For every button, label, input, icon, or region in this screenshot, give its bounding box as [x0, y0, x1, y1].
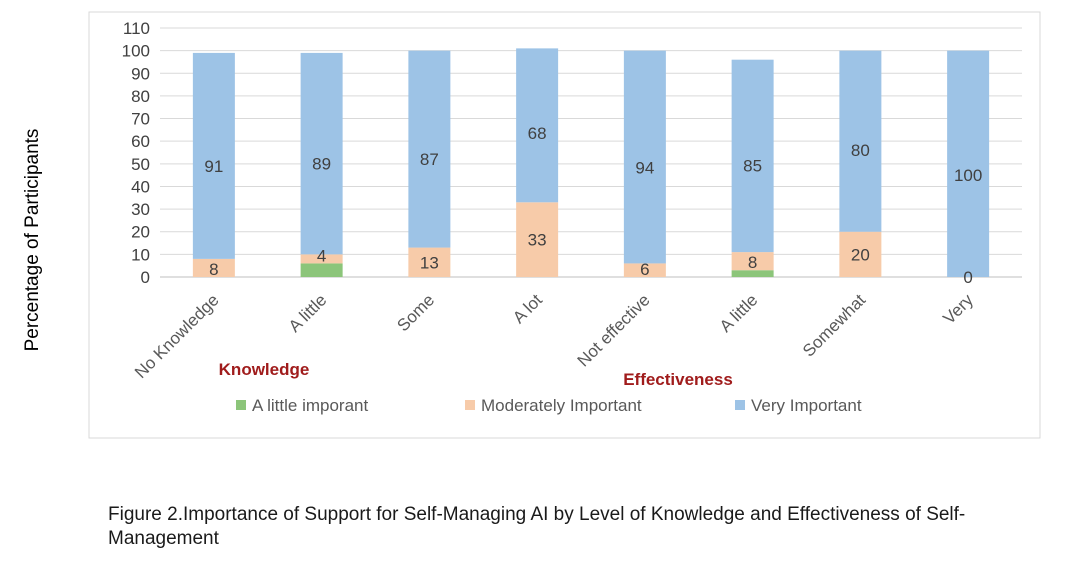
legend-swatch	[236, 400, 246, 410]
bar-segment	[192, 52, 235, 259]
y-tick-label: 100	[122, 42, 150, 61]
group-label: Effectiveness	[623, 370, 733, 389]
data-label: 100	[954, 166, 982, 185]
bar-segment	[408, 50, 451, 248]
y-tick-label: 20	[131, 223, 150, 242]
bar-segment	[516, 48, 559, 203]
data-label: 13	[420, 253, 439, 272]
y-tick-label: 0	[141, 268, 150, 287]
bar-segment	[300, 263, 343, 277]
y-tick-label: 10	[131, 245, 150, 264]
legend-swatch	[465, 400, 475, 410]
figure-caption: Figure 2.Importance of Support for Self-…	[108, 504, 966, 549]
y-axis-title: Percentage of Participants	[22, 129, 43, 352]
bar-segment	[731, 252, 774, 271]
y-tick-label: 80	[131, 87, 150, 106]
data-label: 6	[640, 260, 649, 279]
bar-segment	[300, 52, 343, 255]
data-label: 20	[851, 245, 870, 264]
bar-segment	[839, 231, 882, 277]
group-labels: Knowledge Effectiveness	[219, 360, 733, 389]
y-tick-label: 90	[131, 64, 150, 83]
bar-segment	[623, 263, 666, 277]
bar-segment	[192, 258, 235, 277]
legend-swatch	[735, 400, 745, 410]
legend: A little imporant Moderately Important Ver…	[236, 396, 862, 415]
data-label: 94	[635, 159, 654, 178]
chart-frame	[88, 11, 1041, 439]
bar-segment	[408, 247, 451, 277]
bar-segment	[731, 59, 774, 253]
data-label: 87	[420, 150, 439, 169]
bar-segment	[947, 50, 990, 277]
legend-label: A little imporant	[252, 396, 368, 415]
data-label: 8	[748, 253, 757, 272]
y-tick-label: 40	[131, 177, 150, 196]
data-label: 4	[317, 246, 326, 265]
y-tick-label: 50	[131, 155, 150, 174]
y-tick-label: 70	[131, 110, 150, 129]
y-axis-ticks: 0 10 20 30 40 50 60 70 80 90 100 110	[122, 19, 150, 287]
data-label: 0	[963, 268, 972, 287]
data-label: 8	[209, 260, 218, 279]
y-tick-label: 30	[131, 200, 150, 219]
bar-segment	[623, 50, 666, 264]
bar-segment	[839, 50, 882, 232]
data-label: 85	[743, 157, 762, 176]
data-label: 33	[528, 231, 547, 250]
bar-segment	[731, 270, 774, 277]
y-tick-label: 60	[131, 132, 150, 151]
data-label: 89	[312, 155, 331, 174]
data-label: 68	[528, 124, 547, 143]
data-label: 80	[851, 141, 870, 160]
legend-label: Very Important	[751, 396, 862, 415]
data-label: 91	[204, 157, 223, 176]
bar-segment	[300, 254, 343, 264]
bars	[192, 48, 990, 277]
data-labels: 8 91 4 89 13 87 33 68 6 94 8 85 20 80 0 100	[204, 124, 982, 287]
bar-segment	[516, 202, 559, 277]
group-label: Knowledge	[219, 360, 310, 379]
y-tick-label: 110	[123, 19, 150, 38]
legend-label: Moderately Important	[481, 396, 642, 415]
